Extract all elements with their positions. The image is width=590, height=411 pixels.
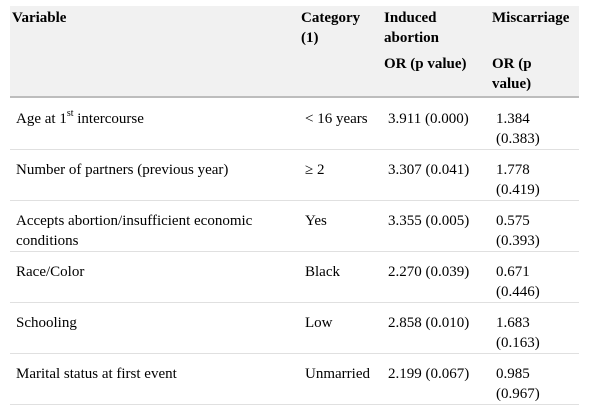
cell-category: Black	[305, 264, 340, 280]
cell-induced-abortion: 3.355 (0.005)	[388, 213, 470, 229]
header-induced-line2: abortion	[384, 30, 440, 46]
variable-text: Age at 1	[16, 111, 67, 127]
variable-text-end: intercourse	[73, 111, 144, 127]
cell-induced-abortion: 3.911 (0.000)	[388, 111, 469, 127]
miscarriage-or: 0.671	[496, 264, 530, 280]
header-induced-or: OR (p value)	[384, 56, 467, 72]
miscarriage-p: (0.967)	[496, 386, 540, 402]
cell-category: ≥ 2	[305, 162, 325, 178]
cell-induced-abortion: 2.858 (0.010)	[388, 315, 470, 331]
cell-category: < 16 years	[305, 111, 368, 127]
cell-miscarriage: 1.778 (0.419)	[496, 160, 576, 200]
header-miscarriage-or: OR (p value)	[492, 54, 532, 94]
table-header: Variable Category (1) Induced abortion O…	[10, 6, 579, 98]
cell-induced-abortion: 2.270 (0.039)	[388, 264, 470, 280]
variable-line2: conditions	[16, 233, 79, 249]
table-row: Age at 1st intercourse < 16 years 3.911 …	[10, 99, 579, 150]
cell-variable: Age at 1st intercourse	[16, 109, 296, 129]
miscarriage-or: 1.384	[496, 111, 530, 127]
miscarriage-p: (0.163)	[496, 335, 540, 351]
cell-category: Low	[305, 315, 333, 331]
header-miscarriage-or-line2: value)	[492, 76, 532, 92]
cell-variable: Accepts abortion/insufficient economic co…	[16, 211, 296, 251]
cell-category: Yes	[305, 213, 327, 229]
table-row: Race/Color Black 2.270 (0.039) 0.671 (0.4…	[10, 252, 579, 303]
miscarriage-or: 1.778	[496, 162, 530, 178]
cell-induced-abortion: 2.199 (0.067)	[388, 366, 470, 382]
cell-miscarriage: 1.384 (0.383)	[496, 109, 576, 149]
cell-variable: Marital status at first event	[16, 366, 177, 382]
header-category-line2: (1)	[301, 30, 319, 46]
miscarriage-p: (0.393)	[496, 233, 540, 249]
cell-miscarriage: 0.671 (0.446)	[496, 262, 576, 302]
miscarriage-p: (0.383)	[496, 131, 540, 147]
cell-variable: Schooling	[16, 315, 77, 331]
cell-miscarriage: 0.575 (0.393)	[496, 211, 576, 251]
header-category-line1: Category	[301, 10, 361, 26]
table-row: Number of partners (previous year) ≥ 2 3…	[10, 150, 579, 201]
miscarriage-or: 1.683	[496, 315, 530, 331]
table-row: Accepts abortion/insufficient economic co…	[10, 201, 579, 252]
cell-variable: Race/Color	[16, 264, 85, 280]
header-induced-abortion: Induced abortion	[384, 8, 439, 48]
miscarriage-or: 0.575	[496, 213, 530, 229]
header-miscarriage: Miscarriage	[492, 10, 570, 26]
cell-miscarriage: 1.683 (0.163)	[496, 313, 576, 353]
cell-variable: Number of partners (previous year)	[16, 162, 229, 178]
miscarriage-or: 0.985	[496, 366, 530, 382]
variable-superscript: st	[66, 108, 74, 119]
cell-category: Unmarried	[305, 366, 370, 382]
header-miscarriage-or-line1: OR (p	[492, 56, 532, 72]
header-variable: Variable	[12, 10, 67, 26]
miscarriage-p: (0.446)	[496, 284, 540, 300]
miscarriage-p: (0.419)	[496, 182, 540, 198]
variable-line1: Accepts abortion/insufficient economic	[16, 213, 253, 229]
table-row: Schooling Low 2.858 (0.010) 1.683 (0.163)	[10, 303, 579, 354]
table-row: Marital status at first event Unmarried …	[10, 354, 579, 405]
header-induced-line1: Induced	[384, 10, 437, 26]
header-category: Category (1)	[301, 8, 360, 48]
cell-miscarriage: 0.985 (0.967)	[496, 364, 576, 404]
cell-induced-abortion: 3.307 (0.041)	[388, 162, 470, 178]
